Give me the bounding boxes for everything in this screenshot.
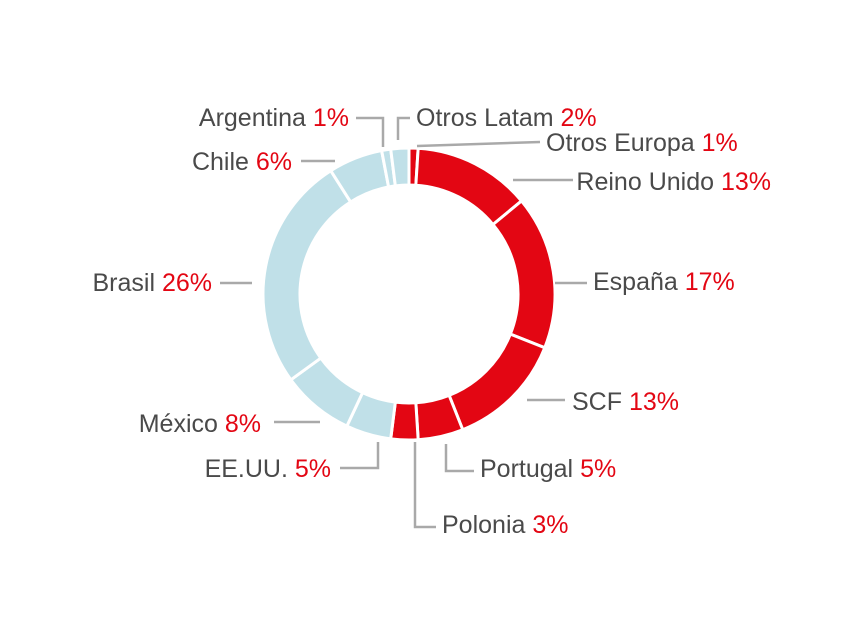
slice-scf: [447, 332, 547, 432]
slice-name: España: [593, 268, 685, 296]
slice-labels: Otros Europa 1% Reino Unido 13% España 17%…: [92, 104, 771, 539]
slice-espana: [490, 198, 557, 350]
slice-name: México: [139, 410, 225, 438]
slice-label-argentina: Argentina 1%: [199, 104, 349, 132]
slice-name: Argentina: [199, 104, 313, 132]
slice-label-brasil: Brasil 26%: [92, 269, 212, 297]
leader-line-argentina: [356, 116, 385, 147]
leader-line-polonia: [413, 442, 436, 529]
donut-slices: [261, 146, 557, 442]
slice-label-polonia: Polonia 3%: [442, 511, 569, 539]
slice-value: 5%: [295, 455, 331, 483]
slice-label-reino-unido: Reino Unido 13%: [576, 168, 771, 196]
slice-name: Chile: [192, 148, 256, 176]
slice-label-otros-latam: Otros Latam 2%: [416, 104, 597, 132]
slice-name: Brasil: [92, 269, 161, 297]
slice-value: 13%: [721, 168, 771, 196]
slice-otros-latam: [389, 146, 411, 188]
slice-value: 2%: [561, 104, 597, 132]
leader-line-otros-europa: [416, 140, 541, 148]
slice-label-mexico: México 8%: [139, 410, 261, 438]
slice-label-espana: España 17%: [593, 268, 735, 296]
slice-name: SCF: [572, 388, 629, 416]
slice-value: 6%: [256, 148, 292, 176]
slice-name: Otros Latam: [416, 104, 561, 132]
leader-line-otros-latam: [396, 116, 410, 140]
slice-name: Reino Unido: [576, 168, 721, 196]
slice-label-otros-europa: Otros Europa 1%: [546, 129, 738, 157]
leader-line-portugal: [444, 444, 474, 473]
leader-line-ee-uu: [340, 442, 380, 470]
slice-value: 5%: [580, 455, 616, 483]
slice-brasil: [261, 168, 353, 382]
slice-name: Otros Europa: [546, 129, 702, 157]
slice-label-scf: SCF 13%: [572, 388, 679, 416]
slice-label-chile: Chile 6%: [192, 148, 292, 176]
slice-name: EE.UU.: [205, 455, 295, 483]
slice-value: 26%: [162, 269, 212, 297]
slice-value: 1%: [702, 129, 738, 157]
slice-name: Polonia: [442, 511, 532, 539]
slice-name: Portugal: [480, 455, 580, 483]
leader-lines: [220, 116, 587, 529]
slice-value: 8%: [225, 410, 261, 438]
slice-value: 13%: [629, 388, 679, 416]
slice-value: 1%: [313, 104, 349, 132]
slice-label-ee-uu: EE.UU. 5%: [205, 455, 331, 483]
slice-value: 3%: [532, 511, 568, 539]
slice-value: 17%: [685, 268, 735, 296]
slice-label-portugal: Portugal 5%: [480, 455, 616, 483]
